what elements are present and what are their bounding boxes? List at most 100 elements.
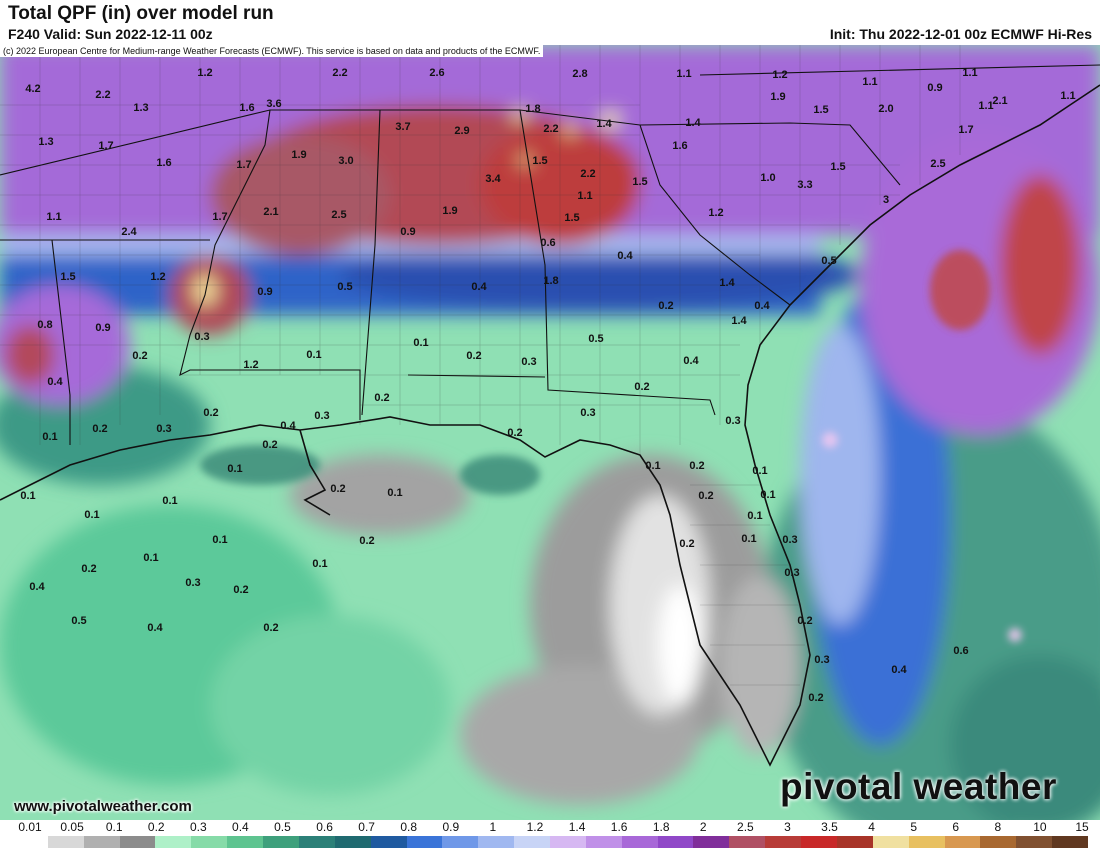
- qpf-value-label: 0.2: [507, 427, 522, 439]
- legend-swatch: [908, 836, 946, 848]
- qpf-value-label: 1.7: [98, 140, 113, 152]
- qpf-value-label: 0.3: [194, 331, 209, 343]
- legend-swatch: [944, 836, 981, 848]
- qpf-value-label: 1.9: [291, 149, 306, 161]
- qpf-value-label: 2.2: [332, 67, 347, 79]
- legend-swatch: [1016, 836, 1053, 848]
- legend-tick-label: 1.2: [526, 820, 544, 834]
- legend-tick-label: 5: [910, 820, 918, 834]
- qpf-value-label: 0.3: [156, 423, 171, 435]
- qpf-value-label: 1.5: [632, 176, 647, 188]
- legend-tick-label: 0.01: [18, 820, 42, 834]
- qpf-value-label: 1.5: [830, 161, 845, 173]
- legend-tick-label: 1.8: [652, 820, 670, 834]
- qpf-value-label: 0.3: [580, 407, 595, 419]
- qpf-value-label: 1.1: [46, 211, 61, 223]
- qpf-value-label: 1.0: [760, 172, 775, 184]
- qpf-value-label: 0.3: [521, 356, 536, 368]
- qpf-value-label: 1.2: [150, 271, 165, 283]
- legend-swatch: [836, 836, 874, 848]
- qpf-value-label: 2.5: [930, 158, 945, 170]
- legend-tick-label: 2: [699, 820, 707, 834]
- qpf-value-label: 0.2: [359, 535, 374, 547]
- qpf-value-label: 0.1: [741, 533, 756, 545]
- qpf-value-label: 1.7: [958, 124, 973, 136]
- qpf-value-label: 4.2: [25, 83, 40, 95]
- qpf-value-label: 1.4: [596, 118, 612, 130]
- coastline: [0, 84, 1100, 767]
- qpf-value-label: 0.1: [747, 510, 762, 522]
- legend-swatch: [621, 836, 659, 848]
- legend-tick-label: 0.2: [147, 820, 165, 834]
- qpf-value-label: 1.4: [685, 117, 701, 129]
- legend-swatch: [585, 836, 623, 848]
- legend-tick-label: 0.05: [60, 820, 84, 834]
- pivotal-weather-logo: pivotal weather: [780, 766, 1057, 807]
- copyright-notice: (c) 2022 European Centre for Medium-rang…: [0, 45, 544, 57]
- legend-swatch: [191, 836, 228, 848]
- qpf-value-label: 1.4: [719, 277, 735, 289]
- qpf-value-label: 0.4: [617, 250, 633, 262]
- qpf-value-label: 1.9: [770, 91, 785, 103]
- qpf-value-label: 0.4: [471, 281, 487, 293]
- qpf-value-label: 0.6: [953, 645, 968, 657]
- qpf-value-label: 3: [883, 194, 889, 206]
- qpf-value-label: 0.8: [37, 319, 52, 331]
- legend-swatch: [765, 836, 802, 848]
- qpf-value-label: 1.3: [133, 102, 148, 114]
- map-title: Total QPF (in) over model run: [8, 3, 274, 24]
- legend-tick-label: 0.5: [274, 820, 291, 834]
- precipitation-map[interactable]: 4.2 2.2 1.2 2.2 2.6 2.8 1.1 1.2 1.1 1.1 0.9 1.1 1.3 1…: [0, 45, 1100, 820]
- qpf-value-label: 1.2: [772, 69, 787, 81]
- qpf-value-label: 0.4: [147, 622, 163, 634]
- color-legend: 0.01 0.05 0.1 0.2 0.3 0.4 0.5 0.6 0.7 0.8 0.9 1 1.2 1…: [0, 820, 1100, 850]
- qpf-value-label: 0.1: [143, 552, 158, 564]
- legend-swatch: [729, 836, 766, 848]
- legend-tick-label: 4: [868, 820, 875, 834]
- qpf-value-label: 0.1: [42, 431, 57, 443]
- qpf-value-label: 1.1: [577, 190, 592, 202]
- qpf-value-label: 0.2: [658, 300, 673, 312]
- qpf-value-label: 0.2: [797, 615, 812, 627]
- legend-swatch: [298, 836, 336, 848]
- qpf-value-label: 0.9: [400, 226, 415, 238]
- qpf-value-label: 2.6: [429, 67, 444, 79]
- qpf-value-label: 1.3: [38, 136, 53, 148]
- website-link[interactable]: www.pivotalweather.com: [14, 798, 192, 815]
- qpf-value-label: 1.1: [978, 100, 993, 112]
- legend-swatch: [12, 836, 49, 848]
- qpf-value-label: 3.6: [266, 98, 281, 110]
- qpf-value-label: 2.2: [580, 168, 595, 180]
- legend-swatch: [872, 836, 910, 848]
- qpf-value-label: 1.5: [564, 212, 579, 224]
- qpf-value-label: 0.5: [821, 255, 836, 267]
- qpf-value-label: 2.2: [95, 89, 110, 101]
- qpf-value-label: 0.2: [698, 490, 713, 502]
- qpf-value-label: 0.2: [808, 692, 823, 704]
- legend-swatch: [442, 836, 479, 848]
- qpf-value-label: 0.9: [95, 322, 110, 334]
- qpf-value-label: 0.3: [814, 654, 829, 666]
- county-lines: [0, 45, 961, 686]
- legend-swatch: [370, 836, 408, 848]
- qpf-value-label: 0.1: [20, 490, 35, 502]
- qpf-value-label: 0.1: [312, 558, 327, 570]
- qpf-value-label: 0.3: [784, 567, 799, 579]
- qpf-value-label: 0.1: [84, 509, 99, 521]
- legend-swatch: [119, 836, 156, 848]
- legend-swatch: [657, 836, 694, 848]
- qpf-value-label: 3.4: [485, 173, 501, 185]
- qpf-value-label: 1.7: [212, 211, 227, 223]
- qpf-value-label: 0.4: [683, 355, 699, 367]
- qpf-value-label: 1.1: [676, 68, 691, 80]
- qpf-value-label: 1.7: [236, 159, 251, 171]
- qpf-value-label: 0.2: [263, 622, 278, 634]
- qpf-value-label: 0.1: [227, 463, 242, 475]
- legend-swatch: [83, 836, 121, 848]
- qpf-value-label: 0.5: [71, 615, 86, 627]
- qpf-value-label: 0.4: [47, 376, 63, 388]
- qpf-value-label: 0.3: [725, 415, 740, 427]
- qpf-value-label: 0.2: [679, 538, 694, 550]
- qpf-value-label: 2.5: [331, 209, 346, 221]
- qpf-value-label: 1.5: [60, 271, 75, 283]
